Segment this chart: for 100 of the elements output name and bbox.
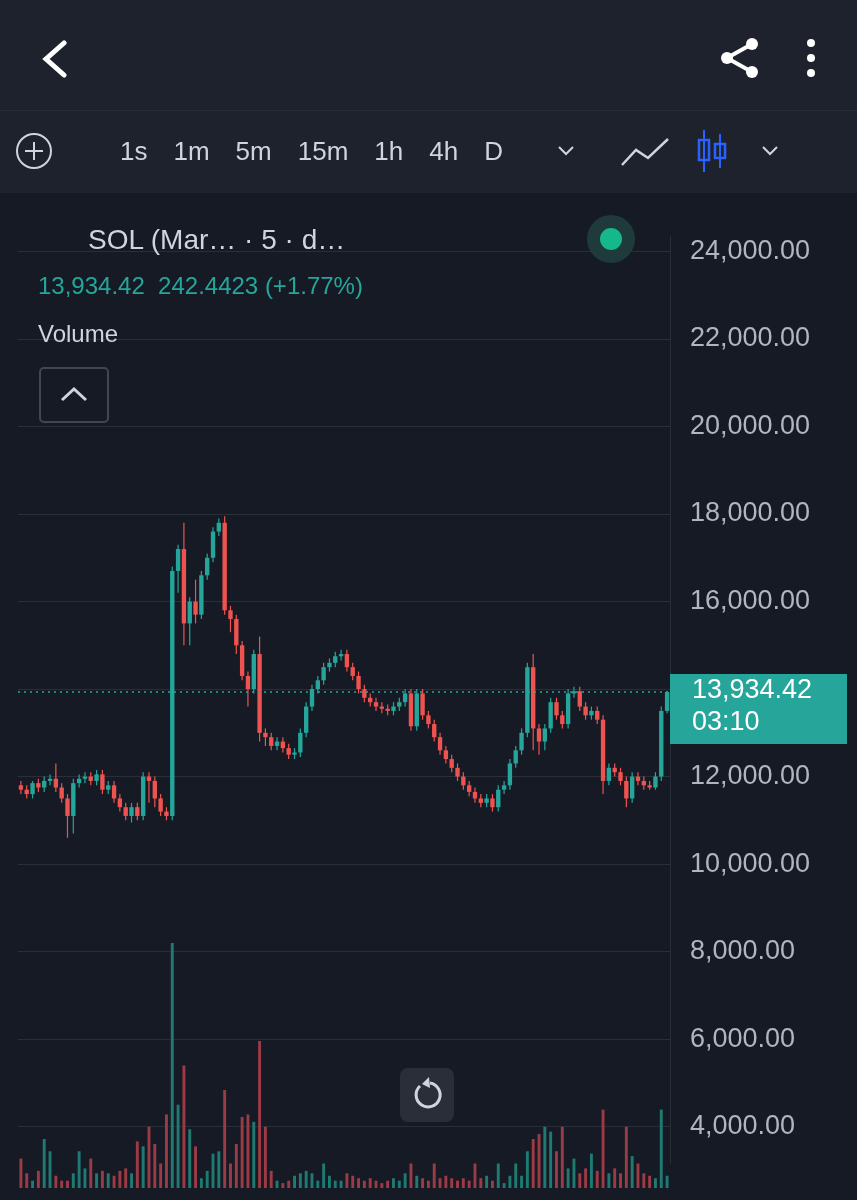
y-tick-label: 8,000.00 <box>690 935 796 966</box>
bar <box>66 1180 69 1188</box>
bar <box>36 1170 40 1188</box>
bar <box>258 1041 262 1188</box>
bar <box>298 1173 302 1188</box>
bar <box>205 1170 209 1188</box>
bar <box>100 1170 104 1188</box>
bar <box>275 1180 279 1188</box>
candlestick <box>606 762 612 786</box>
bar <box>31 1180 35 1188</box>
bar <box>456 1180 459 1188</box>
y-tick-label: 20,000.00 <box>690 409 811 440</box>
y-tick-label: 4,000.00 <box>690 1110 796 1141</box>
bar <box>560 1126 564 1188</box>
bar <box>589 1153 593 1188</box>
bar <box>444 1175 448 1188</box>
bar <box>246 1114 250 1188</box>
bar <box>339 1180 343 1188</box>
candlestick <box>373 697 379 712</box>
bar <box>281 1183 285 1188</box>
candlestick <box>59 782 64 804</box>
candlestick <box>344 649 350 673</box>
bar <box>450 1178 454 1188</box>
bar <box>118 1170 122 1188</box>
bar <box>380 1183 384 1188</box>
bar <box>368 1178 372 1188</box>
bar <box>624 1126 628 1188</box>
text: 15m <box>297 136 349 167</box>
bar <box>514 1163 518 1188</box>
chart-title: SOL (Mar… · 5 · d… <box>88 224 346 256</box>
bar <box>357 1178 361 1188</box>
bar <box>648 1175 652 1188</box>
y-tick-label: 6,000.00 <box>690 1022 796 1053</box>
bar <box>362 1180 366 1188</box>
candlestick <box>513 745 518 769</box>
y-tick-label: 22,000.00 <box>690 322 811 353</box>
bar <box>426 1180 430 1188</box>
bar <box>403 1173 407 1188</box>
bar <box>135 1141 139 1188</box>
bar <box>607 1173 611 1188</box>
bar <box>479 1178 483 1188</box>
candlestick <box>501 780 507 795</box>
candlestick <box>624 775 629 808</box>
bar <box>164 1114 168 1188</box>
candlestick <box>158 793 163 817</box>
bar <box>665 1175 669 1188</box>
bar <box>141 1146 145 1188</box>
bar <box>432 1163 436 1188</box>
candlestick <box>193 579 198 625</box>
candlestick <box>111 780 117 804</box>
bar <box>112 1175 116 1188</box>
candlestick <box>321 662 326 686</box>
y-tick-label: 12,000.00 <box>690 760 811 791</box>
bar <box>490 1180 494 1188</box>
bar <box>269 1170 273 1188</box>
bar <box>520 1175 524 1188</box>
candlestick <box>175 544 181 594</box>
bar <box>71 1173 75 1188</box>
bar <box>525 1151 529 1188</box>
candlestick <box>507 758 513 791</box>
bar <box>351 1175 355 1188</box>
bar <box>229 1163 232 1188</box>
bar <box>223 1090 227 1188</box>
bar <box>153 1143 157 1188</box>
bar <box>421 1178 425 1188</box>
y-tick-label: 18,000.00 <box>690 497 811 528</box>
text: 1m <box>173 136 210 167</box>
bar <box>601 1109 605 1188</box>
bar <box>304 1170 308 1188</box>
bar <box>60 1180 64 1188</box>
bar <box>642 1173 646 1188</box>
bar <box>176 1104 180 1188</box>
bar <box>83 1168 87 1188</box>
bar <box>263 1126 267 1188</box>
candlestick <box>577 686 582 712</box>
candlestick <box>298 727 303 758</box>
bar <box>252 1121 256 1188</box>
candlestick <box>100 769 105 795</box>
candlestick <box>542 723 548 751</box>
bar <box>182 1065 186 1188</box>
y-tick-label: 10,000.00 <box>690 847 811 878</box>
bar <box>578 1173 582 1188</box>
text: 4h <box>429 136 459 167</box>
candlestick <box>53 762 59 793</box>
bar <box>659 1109 663 1188</box>
candlestick <box>18 780 24 795</box>
text: 1h <box>374 136 404 167</box>
candlestick <box>432 719 437 743</box>
bar <box>199 1178 203 1188</box>
candlestick <box>356 670 361 695</box>
bar <box>397 1180 401 1188</box>
candlestick <box>245 670 251 708</box>
bar <box>584 1168 588 1188</box>
bar <box>95 1173 99 1188</box>
bar <box>89 1158 93 1188</box>
bar <box>630 1156 634 1188</box>
candlestick <box>519 727 524 756</box>
bar <box>19 1158 23 1188</box>
text: 13,934.42 242.4423 (+1.77%) <box>38 272 363 300</box>
chart-title: Volume <box>38 320 119 348</box>
